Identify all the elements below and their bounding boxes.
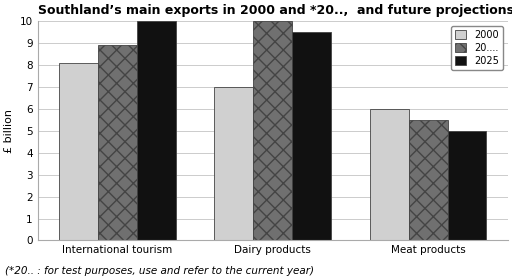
Text: Southland’s main exports in 2000 and *20..,  and future projections for 2025: Southland’s main exports in 2000 and *20… (38, 4, 512, 17)
Bar (253, 21, 292, 240)
Legend: 2000, 20...., 2025: 2000, 20...., 2025 (451, 26, 503, 69)
Bar (215, 87, 253, 240)
Bar (370, 109, 409, 240)
Bar (292, 32, 331, 240)
Bar (137, 21, 176, 240)
Bar (447, 131, 486, 240)
Y-axis label: £ billion: £ billion (4, 109, 14, 153)
Bar (59, 63, 98, 240)
Bar (409, 120, 447, 240)
Text: (*20.. : for test purposes, use and refer to the current year): (*20.. : for test purposes, use and refe… (5, 266, 314, 276)
Bar (98, 45, 137, 240)
